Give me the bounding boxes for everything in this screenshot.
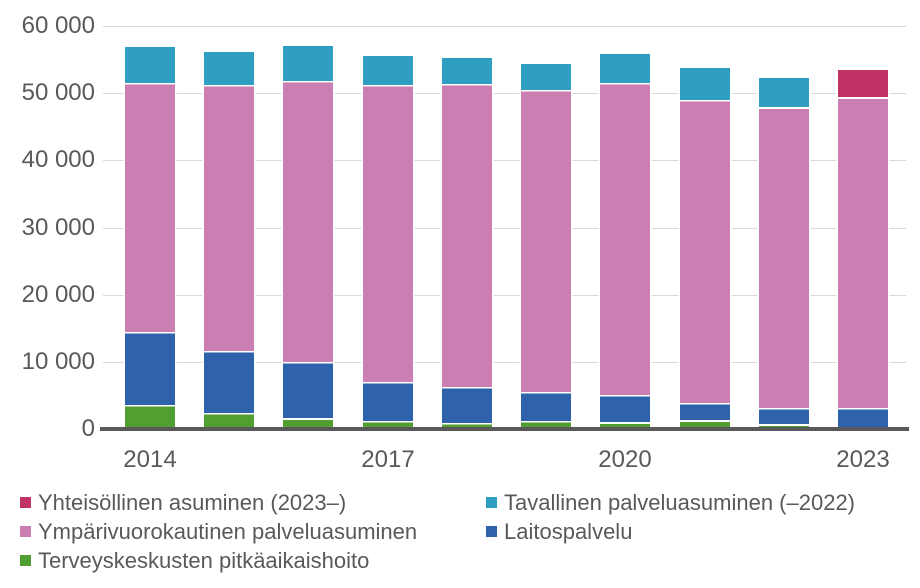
- y-axis-label: 60 000: [21, 12, 95, 39]
- bar-segment-2020-terveyskeskus: [600, 424, 650, 428]
- legend-item-terveyskeskus: Terveyskeskusten pitkäaikaishoito: [20, 546, 417, 575]
- legend-column: Yhteisöllinen asuminen (2023–) Ympärivuor…: [20, 488, 417, 575]
- x-axis-label: 2014: [123, 446, 177, 473]
- bar-segment-2019-ympärivuorokautinen: [521, 90, 571, 392]
- legend-swatch-icon: [20, 526, 31, 537]
- x-axis-line: [100, 427, 909, 431]
- bar-segment-2019-tavallinen: [521, 64, 571, 90]
- gridline: [103, 160, 906, 161]
- bar-segment-2015-tavallinen: [204, 52, 254, 85]
- bar-segment-2014-tavallinen: [125, 47, 175, 83]
- bar-segment-2014-ympärivuorokautinen: [125, 84, 175, 332]
- legend-item-tavallinen: Tavallinen palveluasuminen (–2022): [486, 488, 855, 517]
- bar-segment-2018-terveyskeskus: [442, 424, 492, 428]
- gridline: [103, 295, 906, 296]
- bar-segment-2016-tavallinen: [283, 46, 333, 81]
- bar-segment-2022-laitospalvelu: [759, 408, 809, 424]
- bar-segment-2023-ympärivuorokautinen: [838, 99, 888, 408]
- y-axis-label: 10 000: [21, 348, 95, 375]
- bar-segment-2022-ympärivuorokautinen: [759, 109, 809, 408]
- bar-segment-2021-ympärivuorokautinen: [680, 101, 730, 403]
- legend-column: Tavallinen palveluasuminen (–2022) Laitos…: [486, 488, 855, 546]
- bar-segment-2020-ympärivuorokautinen: [600, 84, 650, 395]
- x-axis-label: 2023: [836, 446, 890, 473]
- legend-swatch-icon: [486, 497, 497, 508]
- bar-segment-2021-laitospalvelu: [680, 403, 730, 420]
- bar-segment-2021-tavallinen: [680, 68, 730, 100]
- legend-label: Terveyskeskusten pitkäaikaishoito: [38, 547, 370, 573]
- bar-segment-2016-laitospalvelu: [283, 363, 333, 418]
- x-axis-label: 2020: [598, 446, 652, 473]
- legend-label: Yhteisöllinen asuminen (2023–): [38, 489, 347, 515]
- gridline: [103, 26, 906, 27]
- legend-swatch-icon: [20, 497, 31, 508]
- legend-item-laitospalvelu: Laitospalvelu: [486, 517, 855, 546]
- bar-segment-2019-terveyskeskus: [521, 422, 571, 428]
- bar-segment-2021-terveyskeskus: [680, 422, 730, 428]
- bar-segment-2015-terveyskeskus: [204, 414, 254, 428]
- legend-swatch-icon: [20, 555, 31, 566]
- bar-segment-2015-laitospalvelu: [204, 352, 254, 413]
- bar-segment-2017-laitospalvelu: [363, 383, 413, 421]
- gridline: [103, 93, 906, 94]
- y-axis-label: 20 000: [21, 281, 95, 308]
- bar-segment-2017-terveyskeskus: [363, 422, 413, 428]
- legend-item-yhteisöllinen: Yhteisöllinen asuminen (2023–): [20, 488, 417, 517]
- bar-segment-2016-ympärivuorokautinen: [283, 82, 333, 362]
- bar-segment-2022-tavallinen: [759, 78, 809, 107]
- gridline: [103, 362, 906, 363]
- legend-label: Tavallinen palveluasuminen (–2022): [504, 489, 856, 515]
- bar-segment-2017-ympärivuorokautinen: [363, 86, 413, 382]
- bar-segment-2020-tavallinen: [600, 54, 650, 83]
- bar-segment-2023-laitospalvelu: [838, 409, 888, 428]
- x-axis-label: 2017: [361, 446, 415, 473]
- legend-label: Laitospalvelu: [504, 518, 633, 544]
- y-axis-label: 0: [81, 415, 95, 442]
- bar-segment-2018-laitospalvelu: [442, 388, 492, 423]
- bar-segment-2020-laitospalvelu: [600, 395, 650, 422]
- legend-item-ympärivuorokautinen: Ympärivuorokautinen palveluasuminen: [20, 517, 417, 546]
- bar-segment-2014-terveyskeskus: [125, 405, 175, 428]
- bar-segment-2014-laitospalvelu: [125, 333, 175, 405]
- y-axis-label: 40 000: [21, 146, 95, 173]
- bar-segment-2016-terveyskeskus: [283, 420, 333, 428]
- y-axis-label: 30 000: [21, 214, 95, 241]
- gridline: [103, 228, 906, 229]
- bar-segment-2017-tavallinen: [363, 56, 413, 85]
- bar-segment-2019-laitospalvelu: [521, 393, 571, 421]
- legend-label: Ympärivuorokautinen palveluasuminen: [38, 518, 418, 544]
- y-axis-label: 50 000: [21, 79, 95, 106]
- bar-segment-2015-ympärivuorokautinen: [204, 85, 254, 351]
- bar-segment-2023-yhteisöllinen: [838, 70, 888, 97]
- legend-swatch-icon: [486, 526, 497, 537]
- bar-segment-2018-ympärivuorokautinen: [442, 84, 492, 387]
- bar-segment-2018-tavallinen: [442, 58, 492, 84]
